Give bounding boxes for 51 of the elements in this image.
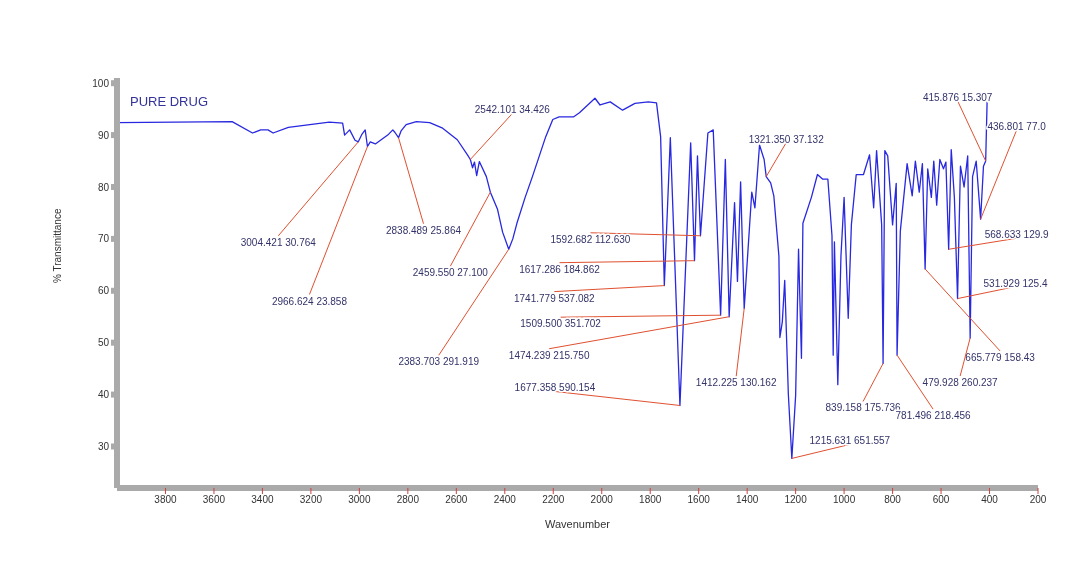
y-tick-label: 50 [97, 337, 110, 349]
x-tick-label: 3800 [154, 494, 178, 506]
x-tick-label: 1200 [784, 494, 808, 506]
x-tick-label: 200 [1029, 494, 1047, 506]
y-tick-label: 80 [97, 181, 110, 193]
annotation: 2459.550 27.100 [412, 267, 489, 279]
y-tick-label: 90 [97, 129, 110, 141]
annotation: 2542.101 34.426 [474, 104, 551, 116]
y-axis-title: % Transmittance [51, 208, 63, 283]
annotation: 1592.682 112.630 [550, 233, 631, 245]
x-tick-label: 1400 [736, 494, 759, 506]
annotation: 1617.286 184.862 [519, 263, 601, 275]
x-tick-label: 3600 [202, 494, 226, 506]
x-tick-label: 2400 [493, 494, 517, 506]
y-tick-label: 40 [97, 389, 110, 401]
annotation: 531.929 125.4 [983, 277, 1048, 289]
annotation: 2966.624 23.858 [271, 295, 348, 307]
x-tick-label: 2800 [396, 494, 420, 506]
annotation: 1321.350 37.132 [748, 133, 825, 145]
x-tick-label: 2600 [445, 494, 468, 506]
annotation: 665.779 158.43 [965, 351, 1036, 363]
y-tick-label: 30 [97, 441, 110, 453]
annotation: 3004.421 30.764 [240, 236, 317, 248]
annotation: 1412.225 130.162 [695, 377, 777, 389]
x-tick-label: 2000 [590, 494, 614, 506]
x-tick-label: 1600 [687, 494, 711, 506]
x-axis-title: Wavenumber [544, 518, 611, 530]
annotation: 1677.358 590.154 [514, 382, 596, 394]
x-tick-label: 1800 [639, 494, 662, 506]
annotation: 1215.631 651.557 [809, 435, 891, 447]
x-tick-label: 600 [932, 494, 950, 506]
annotation: 1741.779 537.082 [514, 292, 596, 304]
annotation: 436.801 77.0 [987, 121, 1047, 133]
annotation: 415.876 15.307 [922, 92, 993, 104]
x-tick-label: 3000 [348, 494, 371, 506]
annotation: 2383.703 291.919 [398, 356, 480, 368]
x-tick-label: 800 [884, 494, 902, 506]
annotation: 568.633 129.9 [984, 229, 1050, 241]
annotation: 479.928 260.237 [922, 377, 999, 389]
y-tick-label: 60 [97, 285, 110, 297]
annotation: 1474.239 215.750 [508, 349, 590, 361]
y-tick-label: 70 [97, 233, 110, 245]
x-tick-label: 3400 [251, 494, 274, 506]
y-tick-label: 100 [92, 77, 110, 89]
annotation: 2838.489 25.864 [385, 224, 462, 236]
x-tick-label: 3200 [299, 494, 323, 506]
text: PURE DRUG [130, 94, 209, 109]
x-tick-label: 400 [981, 494, 999, 506]
x-tick-label: 1000 [832, 494, 856, 506]
x-tick-label: 2200 [542, 494, 565, 506]
annotation: 1509.500 351.702 [520, 318, 602, 330]
